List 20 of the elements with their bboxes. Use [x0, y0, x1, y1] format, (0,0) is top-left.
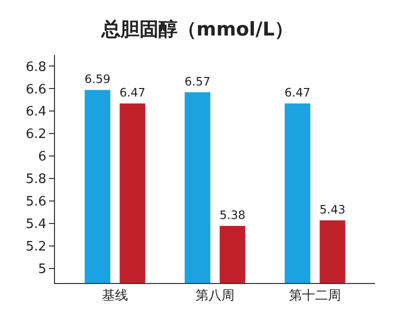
y-tick-label: 6.2: [26, 127, 46, 142]
data-label: 5.38: [220, 208, 246, 222]
y-tick-label: 6.4: [26, 104, 46, 120]
y-tick-label: 5.4: [26, 217, 46, 232]
y-tick-label: 5.2: [26, 239, 46, 254]
y-tick-label: 6: [38, 150, 46, 165]
y-tick-label: 6.8: [26, 60, 46, 75]
y-tick-label: 5.8: [26, 172, 46, 188]
y-tick-label: 5.6: [26, 194, 46, 210]
y-tick-label: 5: [38, 262, 46, 277]
data-label: 6.57: [184, 74, 210, 88]
data-label: 6.47: [284, 86, 310, 100]
data-label: 6.59: [84, 72, 110, 86]
x-tick-label: 第十二周: [289, 288, 341, 304]
x-tick-label: 基线: [102, 288, 128, 304]
x-tick-label: 第八周: [196, 288, 234, 304]
chart-title: 总胆固醇（mmol/L）: [100, 18, 294, 41]
data-label: 5.43: [320, 202, 346, 217]
data-label: 6.47: [120, 86, 146, 100]
y-tick-label: 6.6: [26, 82, 46, 98]
